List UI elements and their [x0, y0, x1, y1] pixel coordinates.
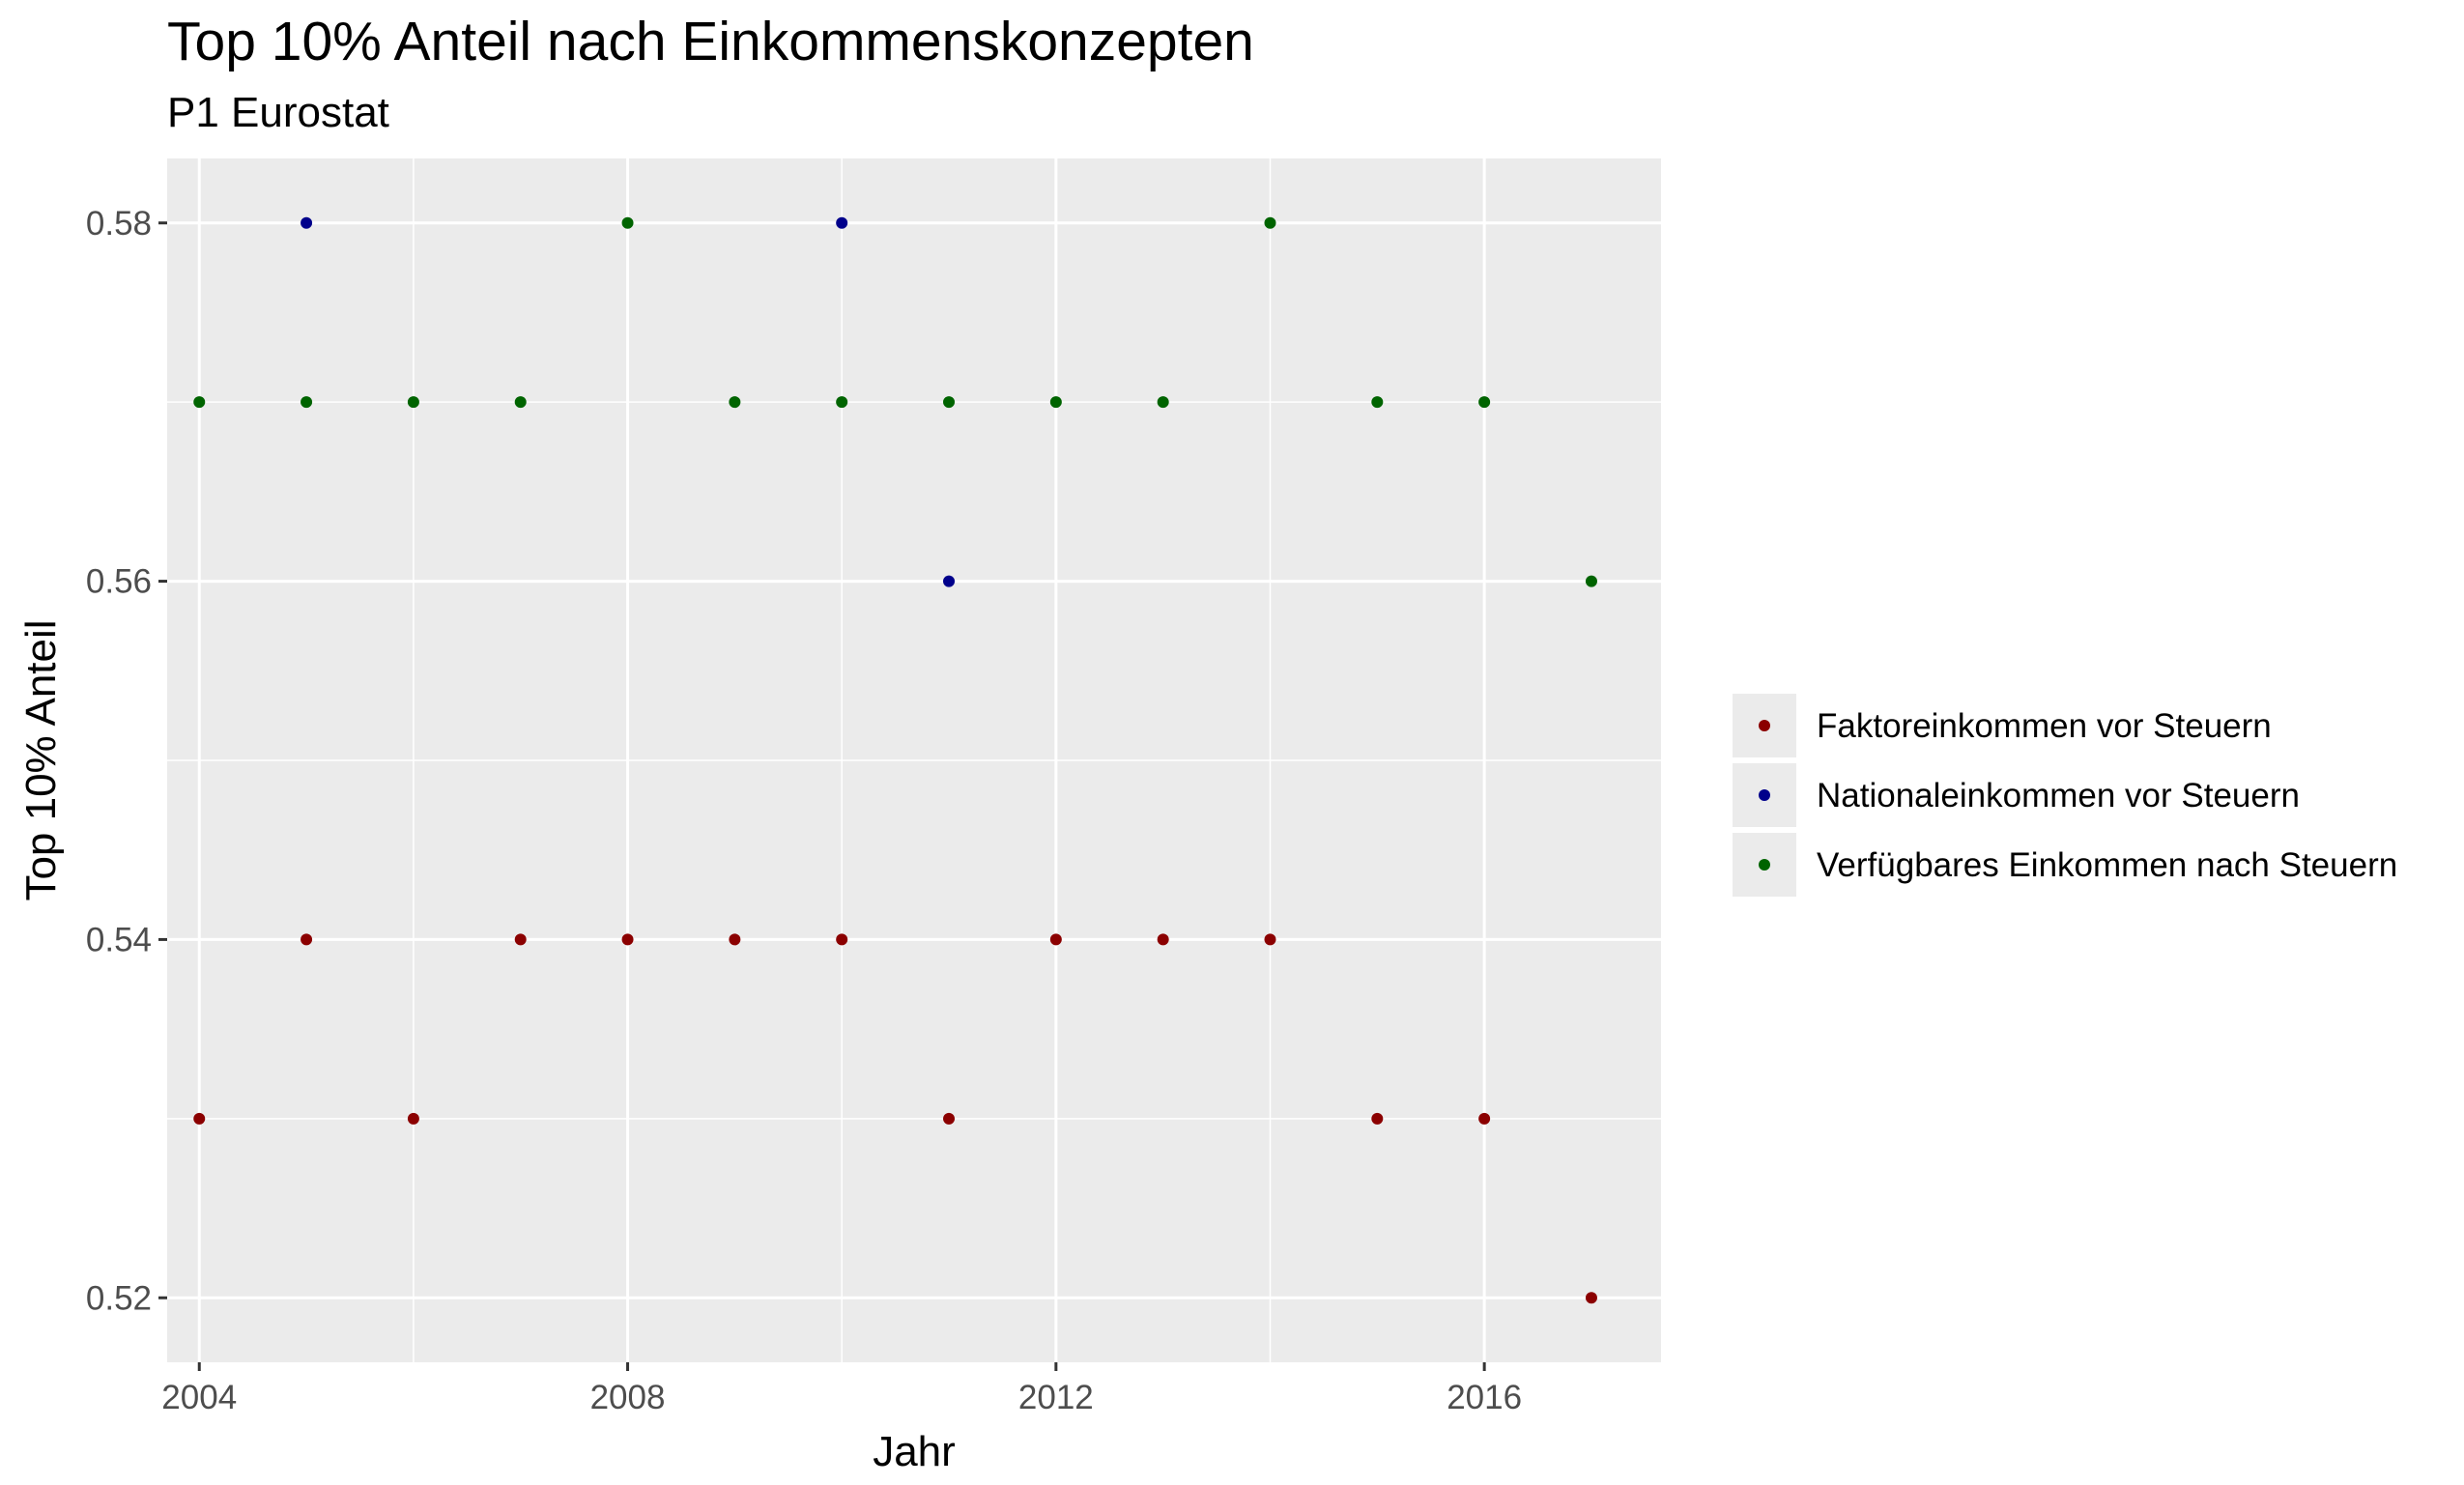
- data-point: [514, 933, 527, 946]
- y-tick-label: 0.58: [86, 205, 152, 243]
- data-point: [836, 933, 848, 946]
- data-point: [1157, 396, 1169, 409]
- data-point: [301, 216, 313, 229]
- data-point: [1264, 216, 1276, 229]
- data-point: [1585, 1292, 1597, 1304]
- axes: 2004 2008 2012 2016 0.52 0.54 0.56 0.58: [86, 205, 1522, 1416]
- data-point: [621, 216, 634, 229]
- data-point: [836, 216, 848, 229]
- data-point: [301, 933, 313, 946]
- data-point: [943, 1112, 956, 1125]
- legend-label: Faktoreinkommen vor Steuern: [1817, 707, 2272, 745]
- data-point: [943, 396, 956, 409]
- major-gridlines: [167, 158, 1661, 1362]
- data-point: [407, 396, 419, 409]
- y-tick-label: 0.52: [86, 1279, 152, 1317]
- x-tick-label: 2004: [161, 1379, 237, 1416]
- data-point: [514, 396, 527, 409]
- data-point: [729, 933, 741, 946]
- data-point: [1478, 1112, 1491, 1125]
- data-point: [1049, 396, 1062, 409]
- data-point: [1585, 575, 1597, 587]
- x-tick-label: 2008: [590, 1379, 666, 1416]
- data-point: [1157, 933, 1169, 946]
- legend-marker: [1759, 859, 1770, 871]
- data-point: [193, 1112, 206, 1125]
- legend-label: Nationaleinkommen vor Steuern: [1817, 777, 2300, 814]
- x-tick-label: 2016: [1447, 1379, 1522, 1416]
- data-point: [1049, 933, 1062, 946]
- data-point: [193, 396, 206, 409]
- data-point: [1478, 396, 1491, 409]
- y-axis-title: Top 10% Anteil: [17, 619, 65, 900]
- legend-item: Faktoreinkommen vor Steuern: [1731, 692, 2272, 759]
- x-tick-label: 2012: [1018, 1379, 1094, 1416]
- legend: Faktoreinkommen vor Steuern Nationaleinko…: [1731, 692, 2397, 899]
- y-tick-label: 0.54: [86, 921, 152, 958]
- data-point: [301, 396, 313, 409]
- data-point: [1371, 1112, 1384, 1125]
- data-point: [1264, 933, 1276, 946]
- data-point: [621, 933, 634, 946]
- data-point: [836, 396, 848, 409]
- data-points: [193, 216, 1597, 1304]
- chart-title: Top 10% Anteil nach Einkommenskonzepten: [167, 11, 1254, 72]
- data-point: [1371, 396, 1384, 409]
- legend-label: Verfügbares Einkommen nach Steuern: [1817, 846, 2397, 884]
- data-point: [407, 1112, 419, 1125]
- data-point: [943, 575, 956, 587]
- chart-subtitle: P1 Eurostat: [167, 89, 389, 136]
- data-point: [729, 396, 741, 409]
- legend-item: Nationaleinkommen vor Steuern: [1731, 761, 2300, 829]
- x-axis-title: Jahr: [873, 1428, 956, 1475]
- legend-item: Verfügbares Einkommen nach Steuern: [1731, 831, 2397, 899]
- legend-marker: [1759, 720, 1770, 731]
- y-tick-label: 0.56: [86, 563, 152, 601]
- legend-marker: [1759, 789, 1770, 801]
